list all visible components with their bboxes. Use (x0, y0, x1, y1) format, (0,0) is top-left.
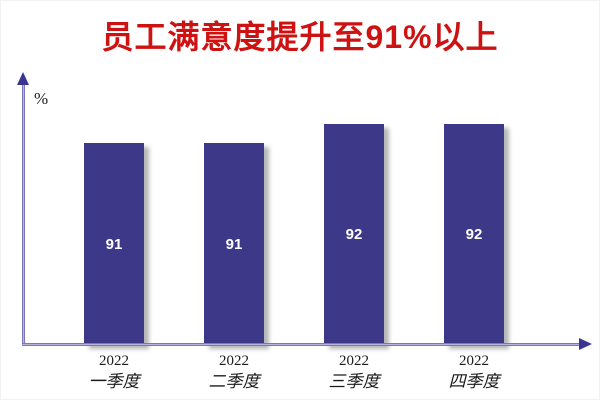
x-axis-label-q4-year: 2022 (459, 353, 489, 369)
x-axis-label-q4-quarter: 四季度 (448, 372, 500, 391)
y-axis-unit-label: % (34, 89, 49, 108)
x-axis-label-q4: 2022 四季度 (414, 352, 534, 392)
bar-2022-q3-value-label: 92 (345, 226, 363, 243)
bar-2022-q4: 92 (444, 124, 504, 345)
bar-2022-q2: 91 (204, 143, 264, 345)
bar-2022-q1: 91 (84, 143, 144, 345)
x-axis-label-q3-year: 2022 (339, 353, 369, 369)
bar-2022-q4-value-label: 92 (465, 226, 483, 243)
x-axis-label-q3-quarter: 三季度 (328, 372, 380, 391)
chart-title: 员工满意度提升至91%以上 (101, 19, 499, 55)
bar-2022-q3: 92 (324, 124, 384, 345)
x-axis-label-q2: 2022 二季度 (174, 352, 294, 392)
x-axis-label-q3: 2022 三季度 (294, 352, 414, 392)
x-axis-label-q2-quarter: 二季度 (208, 372, 260, 391)
x-axis-label-q1: 2022 一季度 (54, 352, 174, 392)
y-axis-arrow-icon (17, 72, 29, 85)
x-axis-label-q2-year: 2022 (219, 353, 249, 369)
bar-2022-q2-value-label: 91 (225, 235, 243, 253)
bar-2022-q1-value-label: 91 (105, 235, 123, 253)
x-axis-arrow-icon (579, 338, 592, 350)
x-axis-label-q1-quarter: 一季度 (88, 372, 140, 391)
x-axis-label-q1-year: 2022 (99, 353, 129, 369)
y-axis-line (22, 85, 25, 345)
x-axis-line (22, 343, 579, 346)
